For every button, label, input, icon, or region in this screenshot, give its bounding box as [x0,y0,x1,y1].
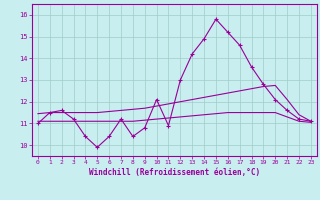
X-axis label: Windchill (Refroidissement éolien,°C): Windchill (Refroidissement éolien,°C) [89,168,260,177]
